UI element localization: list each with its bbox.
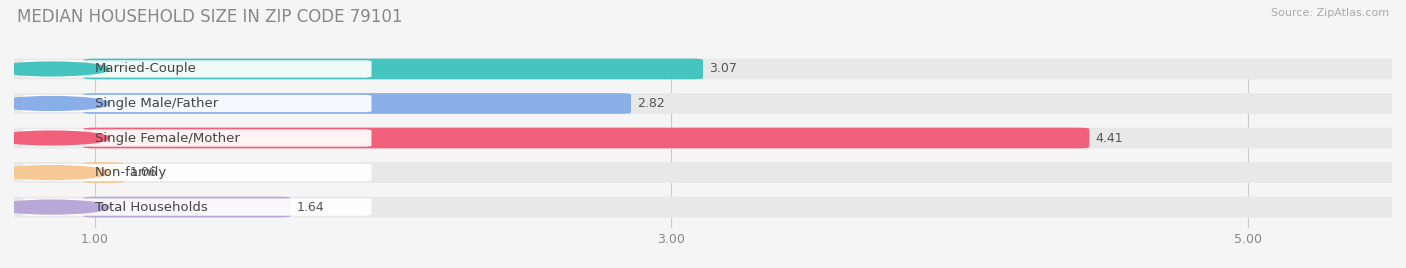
Circle shape xyxy=(0,131,110,145)
Circle shape xyxy=(0,200,110,214)
Text: Total Households: Total Households xyxy=(94,200,208,214)
Text: Single Female/Mother: Single Female/Mother xyxy=(94,132,239,144)
FancyBboxPatch shape xyxy=(22,60,371,78)
FancyBboxPatch shape xyxy=(22,164,371,181)
Circle shape xyxy=(0,166,110,180)
FancyBboxPatch shape xyxy=(8,93,1398,114)
FancyBboxPatch shape xyxy=(22,198,371,216)
Text: 2.82: 2.82 xyxy=(637,97,665,110)
FancyBboxPatch shape xyxy=(22,95,371,112)
FancyBboxPatch shape xyxy=(83,93,631,114)
FancyBboxPatch shape xyxy=(8,162,1398,183)
FancyBboxPatch shape xyxy=(8,59,1398,79)
FancyBboxPatch shape xyxy=(83,162,124,183)
Text: Non-family: Non-family xyxy=(94,166,167,179)
Circle shape xyxy=(0,96,110,110)
Text: MEDIAN HOUSEHOLD SIZE IN ZIP CODE 79101: MEDIAN HOUSEHOLD SIZE IN ZIP CODE 79101 xyxy=(17,8,402,26)
Text: 1.64: 1.64 xyxy=(297,200,325,214)
Text: Married-Couple: Married-Couple xyxy=(94,62,197,76)
FancyBboxPatch shape xyxy=(83,197,291,217)
Text: 1.06: 1.06 xyxy=(129,166,157,179)
FancyBboxPatch shape xyxy=(22,129,371,147)
FancyBboxPatch shape xyxy=(8,197,1398,217)
Text: Single Male/Father: Single Male/Father xyxy=(94,97,218,110)
FancyBboxPatch shape xyxy=(83,59,703,79)
Text: 3.07: 3.07 xyxy=(709,62,737,76)
Text: Source: ZipAtlas.com: Source: ZipAtlas.com xyxy=(1271,8,1389,18)
Text: 4.41: 4.41 xyxy=(1095,132,1122,144)
FancyBboxPatch shape xyxy=(8,128,1398,148)
FancyBboxPatch shape xyxy=(83,128,1090,148)
Circle shape xyxy=(0,62,110,76)
